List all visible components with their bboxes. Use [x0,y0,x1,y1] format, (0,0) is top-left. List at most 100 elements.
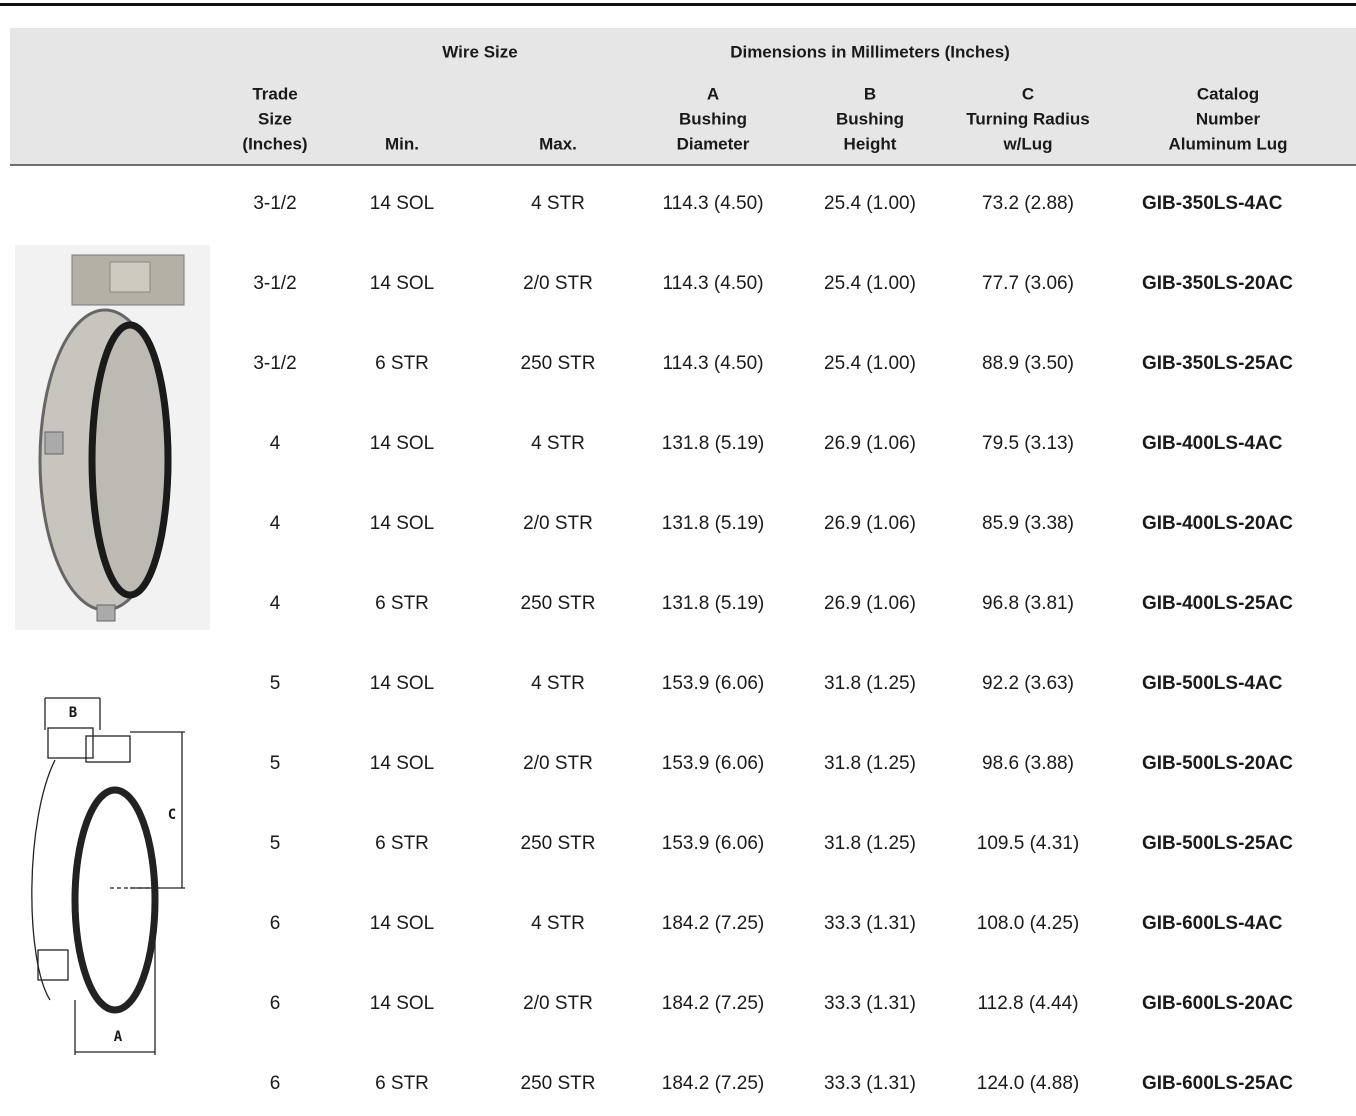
header-band [10,28,1356,165]
table-cell: 31.8 (1.25) [824,673,916,694]
table-cell: 184.2 (7.25) [662,1073,764,1094]
table-cell: 92.2 (3.63) [982,673,1074,694]
table-cell: 6 [270,913,281,934]
table-cell: 14 SOL [370,273,434,294]
table-cell: 250 STR [521,833,596,854]
table-cell: 96.8 (3.81) [982,593,1074,614]
table-cell: 250 STR [521,353,596,374]
column-header: Turning Radius [966,109,1089,128]
column-header: w/Lug [1002,134,1052,153]
catalog-number: GIB-400LS-25AC [1142,593,1293,614]
group-header: Dimensions in Millimeters (Inches) [730,42,1010,61]
table-cell: 14 SOL [370,433,434,454]
table-cell: 4 STR [531,433,585,454]
table-cell: 250 STR [521,1073,596,1094]
catalog-number: GIB-350LS-20AC [1142,273,1293,294]
catalog-number: GIB-350LS-4AC [1142,193,1283,214]
table-cell: 5 [270,833,281,854]
column-header: A [707,84,719,103]
table-cell: 4 STR [531,193,585,214]
catalog-number: GIB-600LS-4AC [1142,913,1283,934]
table-cell: 26.9 (1.06) [824,433,916,454]
table-cell: 14 SOL [370,913,434,934]
column-header: Aluminum Lug [1169,134,1288,153]
column-header: Bushing [679,109,747,128]
table-cell: 98.6 (3.88) [982,753,1074,774]
table-cell: 79.5 (3.13) [982,433,1074,454]
table-cell: 131.8 (5.19) [662,593,764,614]
catalog-number: GIB-350LS-25AC [1142,353,1293,374]
dimension-label: A [114,1029,123,1045]
table-cell: 4 STR [531,673,585,694]
table-cell: 3-1/2 [253,353,296,374]
table-cell: 153.9 (6.06) [662,833,764,854]
catalog-number: GIB-600LS-25AC [1142,1073,1293,1094]
table-cell: 114.3 (4.50) [662,353,763,374]
catalog-number: GIB-400LS-20AC [1142,513,1293,534]
top-rule [0,3,1356,6]
catalog-number: GIB-500LS-25AC [1142,833,1293,854]
column-header: Number [1196,109,1261,128]
table-cell: 124.0 (4.88) [977,1073,1079,1094]
table-cell: 14 SOL [370,193,434,214]
table-cell: 6 STR [375,833,429,854]
dimension-label: B [69,705,77,721]
catalog-number: GIB-500LS-20AC [1142,753,1293,774]
column-header: C [1022,84,1034,103]
table-cell: 14 SOL [370,673,434,694]
table-cell: 14 SOL [370,993,434,1014]
table-cell: 31.8 (1.25) [824,753,916,774]
dimension-label: C [168,807,176,823]
table-cell: 6 [270,993,281,1014]
table-cell: 25.4 (1.00) [824,273,916,294]
table-cell: 109.5 (4.31) [977,833,1079,854]
table-cell: 114.3 (4.50) [662,193,763,214]
table-cell: 6 STR [375,353,429,374]
table-cell: 2/0 STR [523,273,593,294]
column-header: Diameter [677,134,750,153]
table-cell: 184.2 (7.25) [662,993,764,1014]
table-cell: 4 STR [531,913,585,934]
table-cell: 25.4 (1.00) [824,353,916,374]
table-cell: 33.3 (1.31) [824,993,916,1014]
table-cell: 108.0 (4.25) [977,913,1079,934]
catalog-number: GIB-500LS-4AC [1142,673,1283,694]
table-cell: 153.9 (6.06) [662,753,764,774]
column-header: Min. [385,134,419,153]
table-cell: 3-1/2 [253,193,296,214]
column-header: Max. [539,134,577,153]
table-cell: 5 [270,753,281,774]
table-cell: 4 [270,513,281,534]
table-cell: 14 SOL [370,513,434,534]
table-cell: 6 STR [375,593,429,614]
table-cell: 6 [270,1073,281,1094]
table-cell: 77.7 (3.06) [982,273,1074,294]
product-photo [15,245,210,630]
table-cell: 2/0 STR [523,993,593,1014]
table-cell: 250 STR [521,593,596,614]
table-cell: 112.8 (4.44) [977,993,1078,1014]
table-cell: 131.8 (5.19) [662,513,764,534]
table-cell: 5 [270,673,281,694]
table-cell: 4 [270,433,281,454]
table-cell: 26.9 (1.06) [824,513,916,534]
table-cell: 33.3 (1.31) [824,913,916,934]
group-header: Wire Size [442,42,517,61]
table-cell: 4 [270,593,281,614]
catalog-number: GIB-600LS-20AC [1142,993,1293,1014]
column-header: B [864,84,876,103]
column-header: Height [844,134,897,153]
table-cell: 131.8 (5.19) [662,433,764,454]
column-header: Catalog [1197,84,1259,103]
table-cell: 2/0 STR [523,753,593,774]
catalog-number: GIB-400LS-4AC [1142,433,1283,454]
table-cell: 2/0 STR [523,513,593,534]
column-header: Bushing [836,109,904,128]
table-cell: 33.3 (1.31) [824,1073,916,1094]
column-header: Size [258,109,292,128]
table-cell: 25.4 (1.00) [824,193,916,214]
table-cell: 85.9 (3.38) [982,513,1074,534]
table-cell: 6 STR [375,1073,429,1094]
table-cell: 3-1/2 [253,273,296,294]
